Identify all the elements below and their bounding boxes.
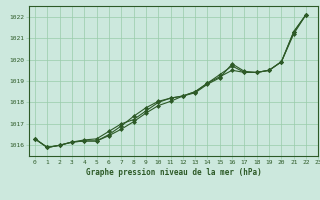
X-axis label: Graphe pression niveau de la mer (hPa): Graphe pression niveau de la mer (hPa) xyxy=(86,168,261,177)
